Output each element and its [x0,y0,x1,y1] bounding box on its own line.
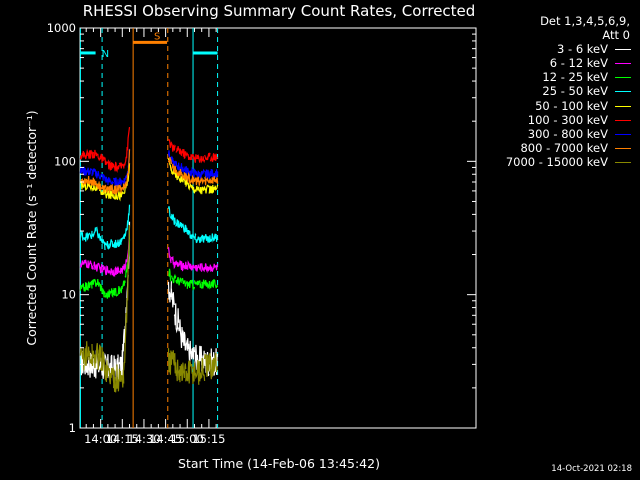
legend-swatch [615,147,631,149]
series-line-100-300-kev [79,127,219,173]
x-tick-label-14-15: 14:15 [106,432,139,446]
y-tick-label-100: 100 [54,154,76,168]
y-axis-label: Corrected Count Rate (s⁻¹ detector⁻¹) [24,110,39,345]
chart-title: RHESSI Observing Summary Count Rates, Co… [83,2,476,20]
x-tick-label-14-30: 14:30 [127,432,160,446]
series-line-800-7000-kev [80,149,219,195]
plot-frame [79,27,477,429]
x-tick-label-15-15: 15:15 [192,432,225,446]
legend-swatch [615,119,631,121]
y-tick-label-10: 10 [61,288,76,302]
legend-label: 12 - 25 keV [542,70,608,85]
series-line-6-12-kev [79,239,219,278]
x-tick-label-14-45: 14:45 [149,432,182,446]
legend-swatch [615,133,631,135]
flag-label-s: S [154,31,160,42]
legend-item-25-50-kev: 25 - 50 keV [482,84,634,98]
legend-item-800-7000-kev: 800 - 7000 keV [482,141,634,155]
y-tick-label-1000: 1000 [47,21,76,35]
legend-swatch [615,77,631,79]
render-timestamp: 14-Oct-2021 02:18 [551,464,632,474]
legend-label: 3 - 6 keV [557,42,608,57]
legend-item-12-25-kev: 12 - 25 keV [482,70,634,84]
legend-header-attenuator: Att 0 [602,28,630,43]
legend-swatch [615,105,631,107]
x-axis-label: Start Time (14-Feb-06 13:45:42) [178,456,380,471]
legend-swatch [615,161,631,163]
legend-label: 800 - 7000 keV [520,140,608,155]
y-tick-label-1: 1 [69,421,76,435]
legend-label: 7000 - 15000 keV [505,154,608,169]
legend-label: 25 - 50 keV [542,84,608,99]
legend-label: 100 - 300 keV [527,112,608,127]
legend-header-detectors: Det 1,3,4,5,6,9, [540,14,630,28]
legend-swatch [615,63,631,65]
legend-item-50-100-kev: 50 - 100 keV [482,99,634,113]
legend-label: 6 - 12 keV [549,56,608,71]
legend-swatch [615,49,631,51]
legend-item-6-12-kev: 6 - 12 keV [482,56,634,70]
legend-item-100-300-kev: 100 - 300 keV [482,113,634,127]
legend-swatch [615,91,631,93]
legend-item-300-800-kev: 300 - 800 keV [482,127,634,141]
series-line-25-50-kev [79,204,219,251]
legend-item-3-6-kev: 3 - 6 keV [482,42,634,56]
legend-label: 50 - 100 keV [535,98,608,113]
chart-legend: Det 1,3,4,5,6,9, Att 0 3 - 6 keV 6 - 12 k… [482,14,634,169]
legend-item-7000-15000-kev: 7000 - 15000 keV [482,155,634,169]
x-tick-label-14-00: 14:00 [84,432,117,446]
series-line-3-6-kev [79,221,219,382]
flag-label-n: N [102,49,109,60]
x-tick-label-15-00: 15:00 [171,432,204,446]
legend-label: 300 - 800 keV [527,126,608,141]
